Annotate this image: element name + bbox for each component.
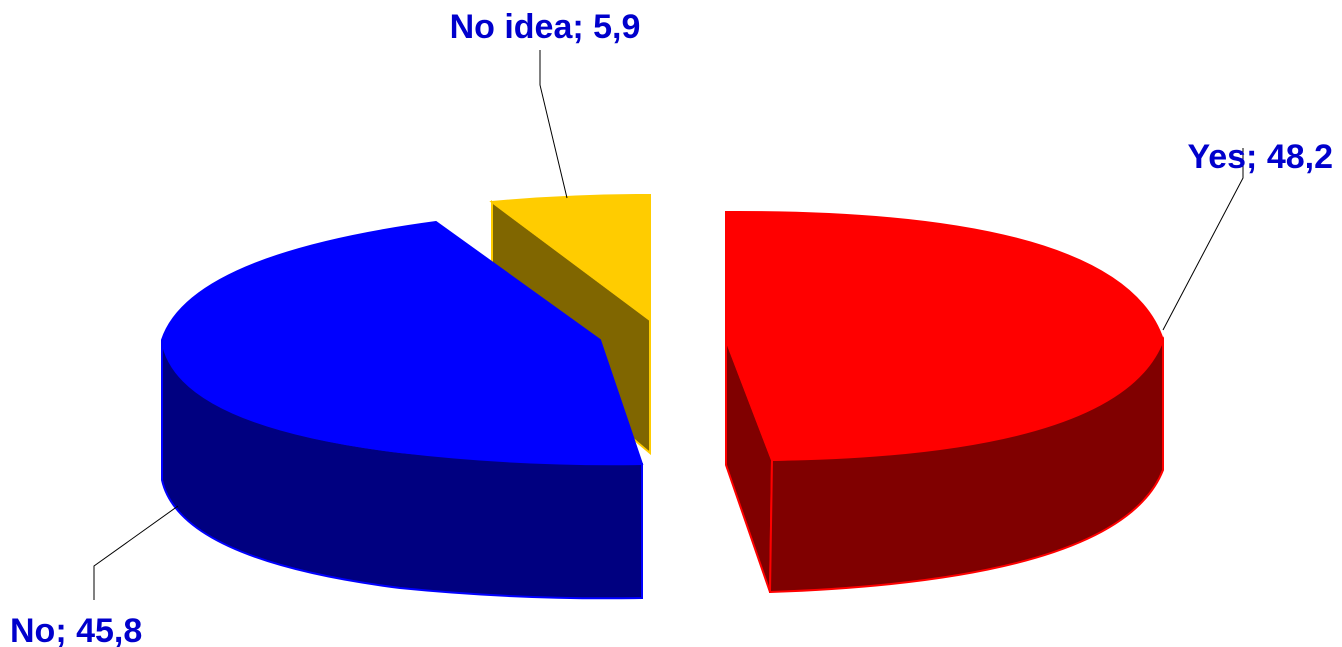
leader-line-no-idea [539, 50, 568, 199]
slice-yes [725, 210, 1165, 594]
slice-label-no-idea: No idea; 5,9 [450, 8, 641, 46]
slice-label-yes: Yes; 48,2 [1187, 138, 1333, 176]
slice-no-idea-top [489, 193, 651, 322]
leader-line-no [93, 505, 179, 600]
slice-yes-top [725, 210, 1165, 462]
slice-label-no: No; 45,8 [10, 612, 142, 647]
leader-line-yes [1162, 148, 1244, 331]
slice-no-top [160, 220, 644, 466]
slice-no [160, 220, 644, 600]
